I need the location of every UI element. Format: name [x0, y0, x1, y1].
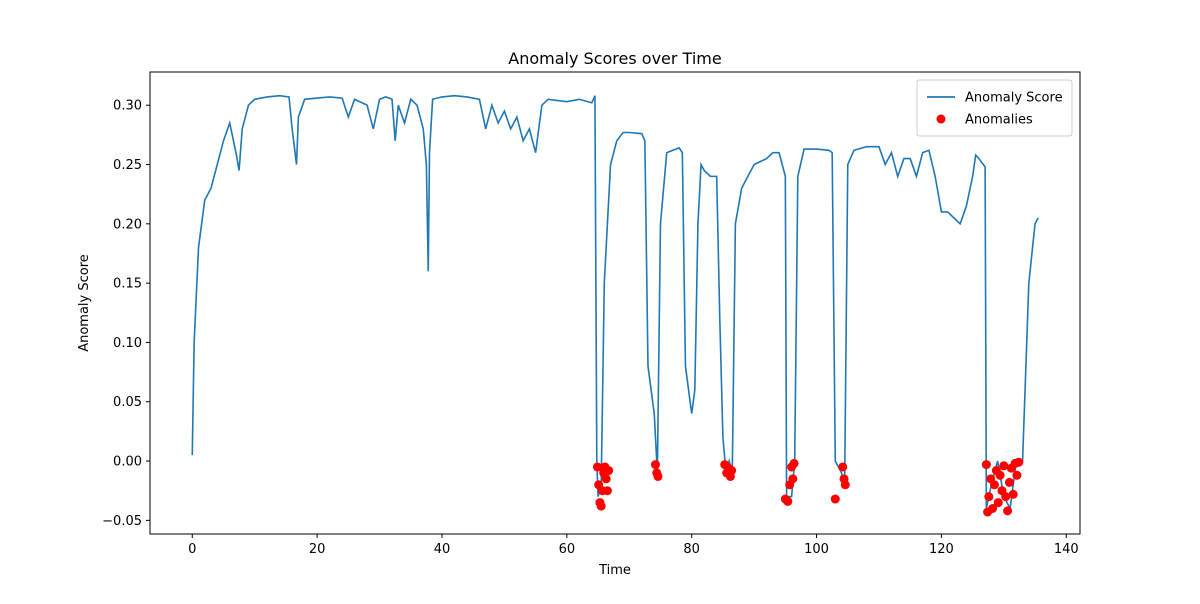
anomaly-point: [650, 460, 660, 470]
anomaly-point: [988, 503, 998, 513]
x-tick-label: 0: [188, 542, 196, 557]
anomaly-point: [995, 470, 1005, 480]
y-tick-label: 0.30: [113, 99, 142, 114]
y-tick-label: 0.25: [113, 158, 142, 173]
anomaly-point: [1004, 477, 1014, 487]
anomaly-point: [592, 462, 602, 472]
y-tick-label: 0.10: [113, 336, 142, 351]
anomaly-point: [830, 494, 840, 504]
anomaly-point: [984, 492, 994, 502]
anomaly-point: [840, 480, 850, 490]
x-axis-label: Time: [598, 563, 631, 578]
y-tick-label: −0.05: [102, 514, 142, 529]
anomaly-point: [596, 501, 606, 511]
anomaly-point: [989, 480, 999, 490]
anomaly-point: [1012, 470, 1022, 480]
x-tick-label: 20: [309, 542, 326, 557]
x-tick-label: 140: [1054, 542, 1079, 557]
anomaly-point: [653, 471, 663, 481]
y-tick-label: 0.05: [113, 395, 142, 410]
anomaly-point: [1001, 492, 1011, 502]
anomaly-point: [1014, 457, 1024, 467]
x-tick-label: 120: [929, 542, 954, 557]
anomaly-point: [999, 461, 1009, 471]
chart-title: Anomaly Scores over Time: [508, 49, 721, 68]
x-tick-label: 40: [434, 542, 451, 557]
anomaly-point: [602, 486, 612, 496]
legend-label: Anomaly Score: [965, 91, 1063, 106]
legend-label: Anomalies: [965, 113, 1033, 128]
legend-swatch: [936, 114, 946, 124]
anomaly-point: [789, 458, 799, 468]
anomaly-point: [788, 474, 798, 484]
anomaly-point: [1003, 506, 1013, 516]
y-tick-label: 0.00: [113, 455, 142, 470]
x-tick-label: 80: [683, 542, 700, 557]
x-tick-label: 60: [559, 542, 576, 557]
y-axis-label: Anomaly Score: [77, 254, 92, 352]
anomaly-point: [604, 466, 614, 476]
anomaly-point: [727, 466, 737, 476]
legend: Anomaly Score Anomalies: [916, 79, 1073, 137]
score-line: [191, 94, 1039, 512]
anomaly-point: [993, 498, 1003, 508]
y-tick-label: 0.15: [113, 277, 142, 292]
y-tick-label: 0.20: [113, 217, 142, 232]
anomaly-point: [783, 496, 793, 506]
legend-box: [916, 79, 1073, 137]
anomaly-point: [838, 462, 848, 472]
anomaly-point: [601, 474, 611, 484]
anomaly-point: [981, 460, 991, 470]
x-tick-label: 100: [804, 542, 829, 557]
anomaly-point: [1008, 489, 1018, 499]
plot-frame: [149, 71, 1081, 535]
